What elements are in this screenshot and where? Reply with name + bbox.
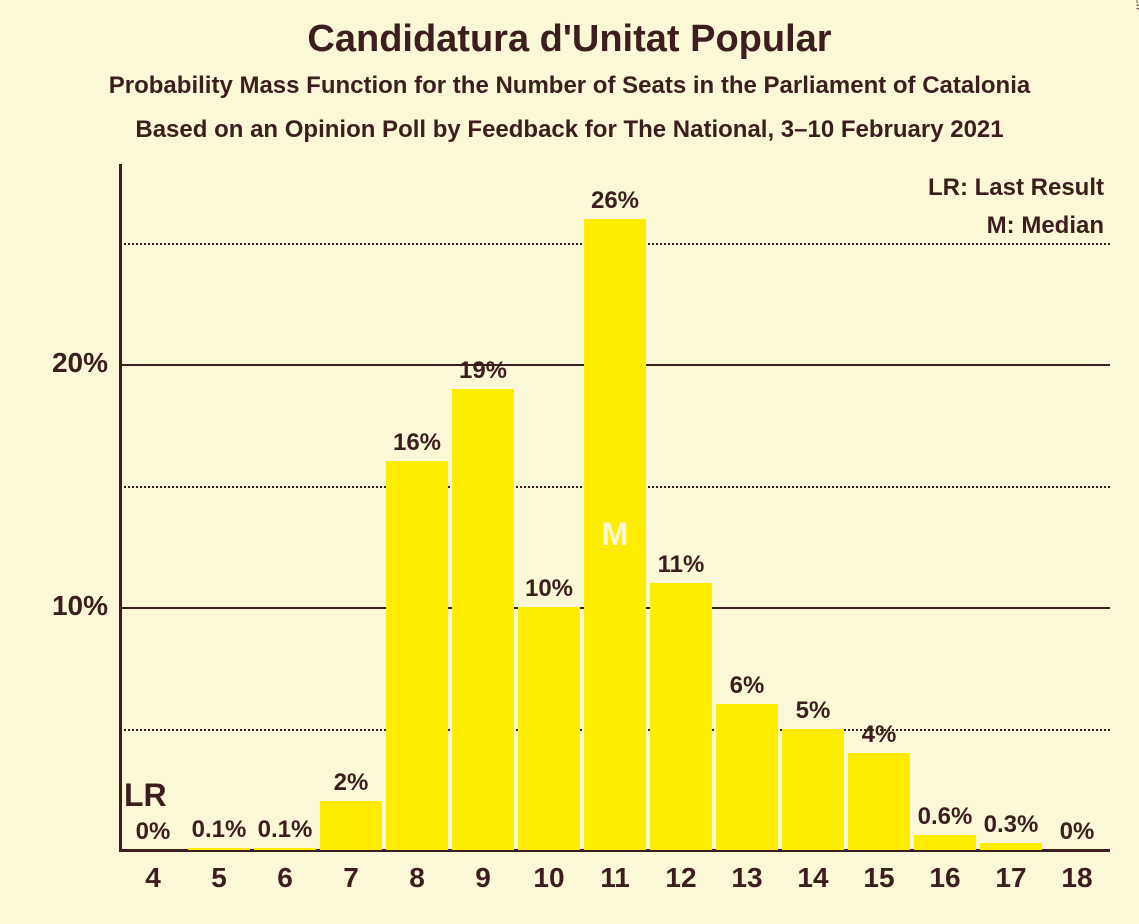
- bar: [848, 753, 910, 850]
- bar-value-label: 0%: [1037, 818, 1117, 846]
- chart-subtitle-2: Based on an Opinion Poll by Feedback for…: [0, 116, 1139, 144]
- plot-area: 10%20%0%4LR0.1%50.1%62%716%819%910%1026%…: [120, 170, 1110, 850]
- bar-value-label: 10%: [509, 575, 589, 603]
- bar-value-label: 2%: [311, 769, 391, 797]
- legend-last-result: LR: Last Result: [928, 174, 1104, 202]
- bar: [320, 801, 382, 850]
- bar: [716, 704, 778, 850]
- bar: [452, 389, 514, 850]
- chart-subtitle-1: Probability Mass Function for the Number…: [0, 72, 1139, 100]
- x-tick-label: 13: [717, 862, 777, 894]
- x-tick-label: 4: [123, 862, 183, 894]
- x-tick-label: 14: [783, 862, 843, 894]
- x-tick-label: 7: [321, 862, 381, 894]
- bar: [254, 848, 316, 850]
- legend-median: M: Median: [987, 212, 1104, 240]
- bar: [650, 583, 712, 850]
- bar: [914, 835, 976, 850]
- x-tick-label: 10: [519, 862, 579, 894]
- median-marker: M: [584, 516, 646, 553]
- chart-title: Candidatura d'Unitat Popular: [0, 18, 1139, 61]
- bar: [518, 607, 580, 850]
- x-tick-label: 17: [981, 862, 1041, 894]
- x-tick-label: 18: [1047, 862, 1107, 894]
- y-tick-label: 10%: [18, 590, 108, 622]
- bar-value-label: 11%: [641, 551, 721, 579]
- bar: [782, 729, 844, 850]
- bar: [980, 843, 1042, 850]
- x-tick-label: 5: [189, 862, 249, 894]
- x-tick-label: 9: [453, 862, 513, 894]
- x-tick-label: 8: [387, 862, 447, 894]
- x-tick-label: 16: [915, 862, 975, 894]
- y-tick-label: 20%: [18, 347, 108, 379]
- bar-value-label: 16%: [377, 429, 457, 457]
- bar: [386, 461, 448, 850]
- copyright-text: © 2021 Filip van Laenen: [1133, 0, 1139, 10]
- bar-value-label: 4%: [839, 721, 919, 749]
- x-tick-label: 11: [585, 862, 645, 894]
- bar-value-label: 26%: [575, 187, 655, 215]
- x-tick-label: 6: [255, 862, 315, 894]
- last-result-marker: LR: [124, 777, 167, 814]
- x-tick-label: 15: [849, 862, 909, 894]
- bar-value-label: 19%: [443, 357, 523, 385]
- bar: [188, 848, 250, 850]
- x-tick-label: 12: [651, 862, 711, 894]
- y-axis: [119, 164, 122, 850]
- bar-value-label: 0.1%: [245, 816, 325, 844]
- chart-container: Candidatura d'Unitat Popular Probability…: [0, 0, 1139, 924]
